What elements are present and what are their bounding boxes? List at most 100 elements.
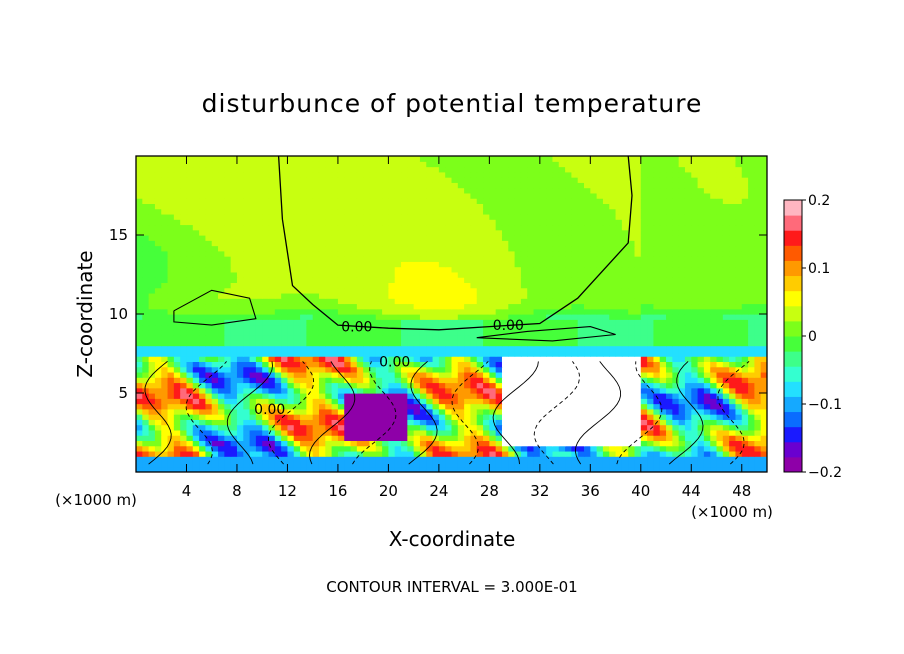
heatmap-cell [268,340,276,347]
heatmap-cell [621,308,629,315]
heatmap-cell [268,303,276,310]
heatmap-cell [394,287,402,294]
heatmap-cell [369,419,377,426]
heatmap-cell [754,224,762,231]
heatmap-cell [161,213,169,220]
heatmap-cell [716,456,724,463]
heatmap-cell [401,240,408,247]
heatmap-cell [710,261,718,268]
heatmap-cell [653,240,661,247]
heatmap-cell [369,356,377,362]
heatmap-cell [703,329,711,336]
heatmap-cell [186,240,194,247]
heatmap-cell [476,361,484,368]
heatmap-cell [741,371,749,378]
heatmap-cell [640,424,648,431]
heatmap-cell [205,235,213,241]
heatmap-cell [337,461,345,468]
heatmap-cell [464,398,472,405]
heatmap-cell [659,287,667,294]
heatmap-cell [268,235,276,241]
heatmap-cell [735,256,743,262]
heatmap-cell [539,271,547,278]
heatmap-cell [760,356,767,362]
heatmap-cell [426,213,434,220]
heatmap-cell [584,456,591,463]
heatmap-cell [180,340,188,347]
heatmap-cell [356,219,364,226]
heatmap-cell [577,356,585,362]
heatmap-cell [230,256,238,262]
heatmap-cell [287,219,295,226]
heatmap-cell [224,219,232,226]
heatmap-cell [520,387,528,394]
heatmap-cell [729,424,737,431]
heatmap-cell [552,282,560,289]
heatmap-cell [514,429,522,436]
heatmap-cell [325,371,333,378]
heatmap-cell [514,387,522,394]
heatmap-cell [451,245,459,252]
heatmap-cell [344,208,352,215]
heatmap-cell [369,219,377,226]
heatmap-cell [514,308,522,315]
heatmap-cell [577,271,585,278]
heatmap-cell [331,240,339,247]
heatmap-cell [236,282,244,289]
heatmap-cell [401,398,408,405]
heatmap-cell [337,292,345,299]
heatmap-cell [173,292,181,299]
heatmap-cell [312,235,320,241]
heatmap-cell [243,440,251,447]
heatmap-cell [199,277,207,283]
heatmap-cell [199,308,207,315]
heatmap-cell [413,335,421,341]
heatmap-cell [438,340,446,347]
heatmap-cell [741,245,749,252]
heatmap-cell [426,429,434,436]
heatmap-cell [584,461,591,468]
heatmap-cell [382,466,389,472]
heatmap-cell [577,229,585,236]
heatmap-cell [432,324,440,331]
heatmap-cell [659,277,667,283]
heatmap-cell [514,435,522,441]
heatmap-cell [186,213,194,220]
heatmap-cell [691,308,699,315]
heatmap-cell [274,466,282,472]
heatmap-cell [748,403,755,410]
heatmap-cell [218,377,225,384]
heatmap-cell [527,335,535,341]
heatmap-cell [722,235,730,241]
heatmap-cell [552,393,560,399]
heatmap-cell [445,208,453,215]
heatmap-cell [274,387,282,394]
heatmap-cell [356,329,364,336]
heatmap-cell [527,340,535,347]
heatmap-cell [735,208,743,215]
heatmap-cell [236,256,244,262]
heatmap-cell [558,340,566,347]
heatmap-cell [621,340,629,347]
heatmap-cell [401,298,408,305]
heatmap-cell [230,371,238,378]
heatmap-cell [710,393,718,399]
heatmap-cell [621,219,629,226]
heatmap-cell [432,356,440,362]
heatmap-cell [754,387,762,394]
heatmap-cell [161,456,169,463]
heatmap-cell [539,298,547,305]
heatmap-cell [312,445,320,452]
heatmap-cell [577,219,585,226]
heatmap-cell [666,371,673,378]
heatmap-cell [148,282,156,289]
heatmap-cell [508,424,516,431]
heatmap-cell [716,393,724,399]
heatmap-cell [710,340,718,347]
heatmap-cell [577,445,585,452]
heatmap-cell [653,387,661,394]
heatmap-cell [552,245,560,252]
heatmap-cell [401,356,408,362]
heatmap-cell [230,208,238,215]
heatmap-cell [476,292,484,299]
